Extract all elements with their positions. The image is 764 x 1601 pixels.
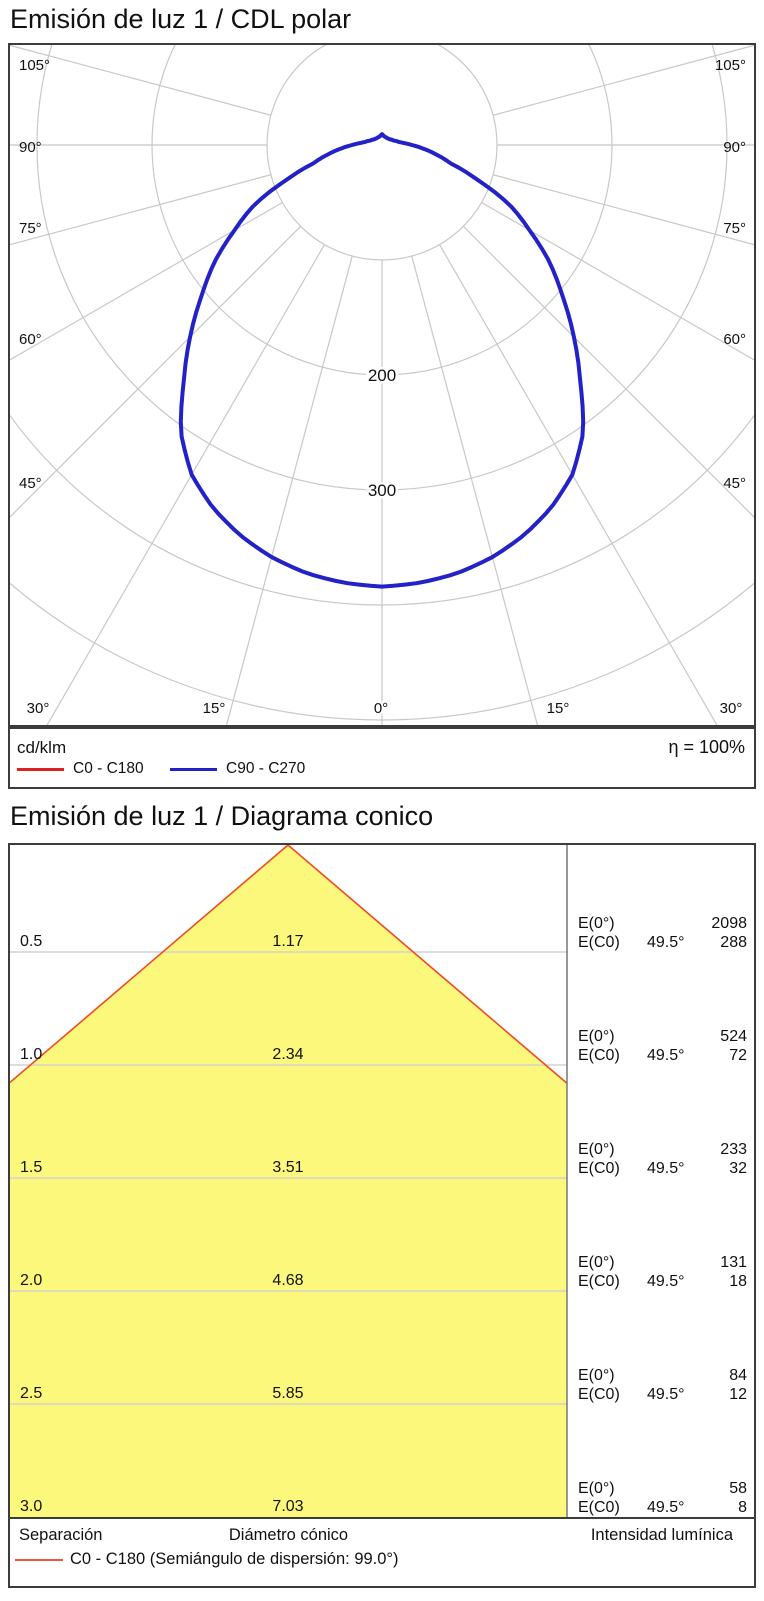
polar-angle-line-30 [438, 244, 718, 725]
polar-angle-label-bottom-2: 0° [374, 700, 388, 717]
polar-angle-label-left-75: 75° [19, 220, 42, 237]
c0-c180-legend-label: C0 - C180 [73, 760, 144, 777]
separation-value-0: 0.5 [20, 933, 42, 950]
ec0-label-0: E(C0) [578, 934, 620, 951]
polar-angle-label-bottom-3: 15° [547, 700, 570, 717]
cone-diameter-value-1: 2.34 [272, 1046, 303, 1063]
e0-value-1: 524 [720, 1028, 747, 1045]
cone-footer: Separación Diámetro cónico Intensidad lu… [10, 1517, 754, 1586]
ec0-value-2: 32 [729, 1160, 747, 1177]
polar-angle-line-45 [10, 225, 302, 518]
polar-angle-line-60 [10, 201, 283, 361]
separation-value-2: 1.5 [20, 1159, 42, 1176]
separation-value-4: 2.5 [20, 1385, 42, 1402]
e0-label-0: E(0°) [578, 915, 615, 932]
beam-angle-value-4: 49.5° [647, 1386, 685, 1403]
ec0-label-4: E(C0) [578, 1386, 620, 1403]
separation-value-1: 1.0 [20, 1046, 42, 1063]
cone-diameter-value-0: 1.17 [272, 933, 303, 950]
polar-ring-100 [266, 45, 498, 261]
cone-diameter-value-2: 3.51 [272, 1159, 303, 1176]
ec0-value-5: 8 [738, 1499, 747, 1516]
beam-angle-value-2: 49.5° [647, 1160, 685, 1177]
ec0-value-3: 18 [729, 1273, 747, 1290]
cone-diameter-value-4: 5.85 [272, 1385, 303, 1402]
e0-label-3: E(0°) [578, 1254, 615, 1271]
e0-value-3: 131 [720, 1254, 747, 1271]
polar-angle-line-105 [492, 45, 754, 116]
cdl-polar-chart-frame: 200 300 105° 90° 75° 60° 45° 105° 90° 75° 60° 45° 30… [8, 43, 756, 727]
cdl-curve-C90-C270 [178, 132, 586, 589]
beam-angle-value-5: 49.5° [647, 1499, 685, 1516]
ec0-value-4: 12 [729, 1386, 747, 1403]
e0-label-2: E(0°) [578, 1141, 615, 1158]
polar-angle-line-105 [10, 45, 272, 116]
e0-label-4: E(0°) [578, 1367, 615, 1384]
polar-angle-label-left-45: 45° [19, 475, 42, 492]
cone-diameter-value-5: 7.03 [272, 1498, 303, 1515]
polar-angle-label-right-90: 90° [723, 139, 746, 156]
beam-angle-value-0: 49.5° [647, 934, 685, 951]
e0-label-5: E(0°) [578, 1480, 615, 1497]
ec0-label-2: E(C0) [578, 1160, 620, 1177]
cone-section-title: Emisión de luz 1 / Diagrama conico [10, 801, 434, 831]
polar-angle-line-60 [481, 201, 754, 361]
ec0-label-3: E(C0) [578, 1273, 620, 1290]
e0-value-5: 58 [729, 1480, 747, 1497]
cone-diagram: 0.5 1.17 E(0°) 2098 E(C0) 49.5° 288 1.0 2.34 E(0°… [10, 845, 747, 1517]
beam-angle-value-3: 49.5° [647, 1273, 685, 1290]
polar-angle-label-bottom-0: 30° [27, 700, 50, 717]
polar-ring-label-300: 300 [368, 481, 396, 500]
polar-angle-line-15 [411, 255, 539, 725]
e0-label-1: E(0°) [578, 1028, 615, 1045]
polar-section-title: Emisión de luz 1 / CDL polar [10, 4, 352, 34]
polar-angle-line-30 [46, 244, 326, 725]
polar-angle-label-right-105: 105° [715, 57, 746, 74]
cone-c0-c180-legend-line-swatch [15, 1559, 63, 1561]
polar-angle-label-right-45: 45° [723, 475, 746, 492]
polar-grid [10, 45, 754, 725]
separation-value-3: 2.0 [20, 1272, 42, 1289]
polar-legend-box: cd/klm η = 100% C0 - C180 C90 - C270 [8, 727, 756, 789]
polar-angle-label-left-60: 60° [19, 331, 42, 348]
cone-diagram-frame: 0.5 1.17 E(0°) 2098 E(C0) 49.5° 288 1.0 2.34 E(0°… [8, 843, 756, 1588]
ec0-value-1: 72 [729, 1047, 747, 1064]
polar-angle-label-right-60: 60° [723, 331, 746, 348]
cone-diagram-area: 0.5 1.17 E(0°) 2098 E(C0) 49.5° 288 1.0 2.34 E(0°… [10, 845, 754, 1517]
e0-value-0: 2098 [711, 915, 747, 932]
ec0-label-1: E(C0) [578, 1047, 620, 1064]
cone-edge-right [287, 845, 568, 1084]
polar-unit-label: cd/klm [17, 738, 67, 757]
ec0-value-0: 288 [720, 934, 747, 951]
c90-c270-legend-label: C90 - C270 [226, 760, 306, 777]
luminous-intensity-column-label: Intensidad lumínica [590, 1526, 733, 1544]
polar-angle-label-left-105: 105° [19, 57, 50, 74]
cone-edge-left [10, 845, 289, 1084]
e0-value-2: 233 [720, 1141, 747, 1158]
cone-beam-angle-legend-label: C0 - C180 (Semiángulo de dispersión: 99.… [70, 1550, 399, 1568]
cone-diameter-value-3: 4.68 [272, 1272, 303, 1289]
cone-diameter-column-label: Diámetro cónico [228, 1526, 349, 1544]
separation-value-5: 3.0 [20, 1498, 42, 1515]
cone-beam-area [10, 845, 567, 1517]
ec0-label-5: E(C0) [578, 1499, 620, 1516]
light-output-ratio-label: η = 100% [668, 737, 745, 757]
polar-angle-line-75 [10, 174, 272, 246]
c0-c180-legend-line-swatch [17, 768, 64, 771]
cdl-polar-diagram: 200 300 105° 90° 75° 60° 45° 105° 90° 75° 60° 45° 30… [10, 45, 754, 725]
e0-value-4: 84 [729, 1367, 747, 1384]
separation-column-label: Separación [19, 1526, 103, 1544]
polar-angle-line-75 [492, 174, 754, 246]
polar-ring-label-200: 200 [368, 366, 396, 385]
polar-angle-label-right-75: 75° [723, 220, 746, 237]
beam-angle-value-1: 49.5° [647, 1047, 685, 1064]
polar-angle-line-15 [225, 255, 353, 725]
polar-angle-line-45 [462, 225, 754, 518]
polar-angle-label-bottom-4: 30° [720, 700, 743, 717]
c90-c270-legend-line-swatch [170, 768, 217, 771]
polar-angle-label-bottom-1: 15° [203, 700, 226, 717]
polar-angle-label-left-90: 90° [19, 139, 42, 156]
